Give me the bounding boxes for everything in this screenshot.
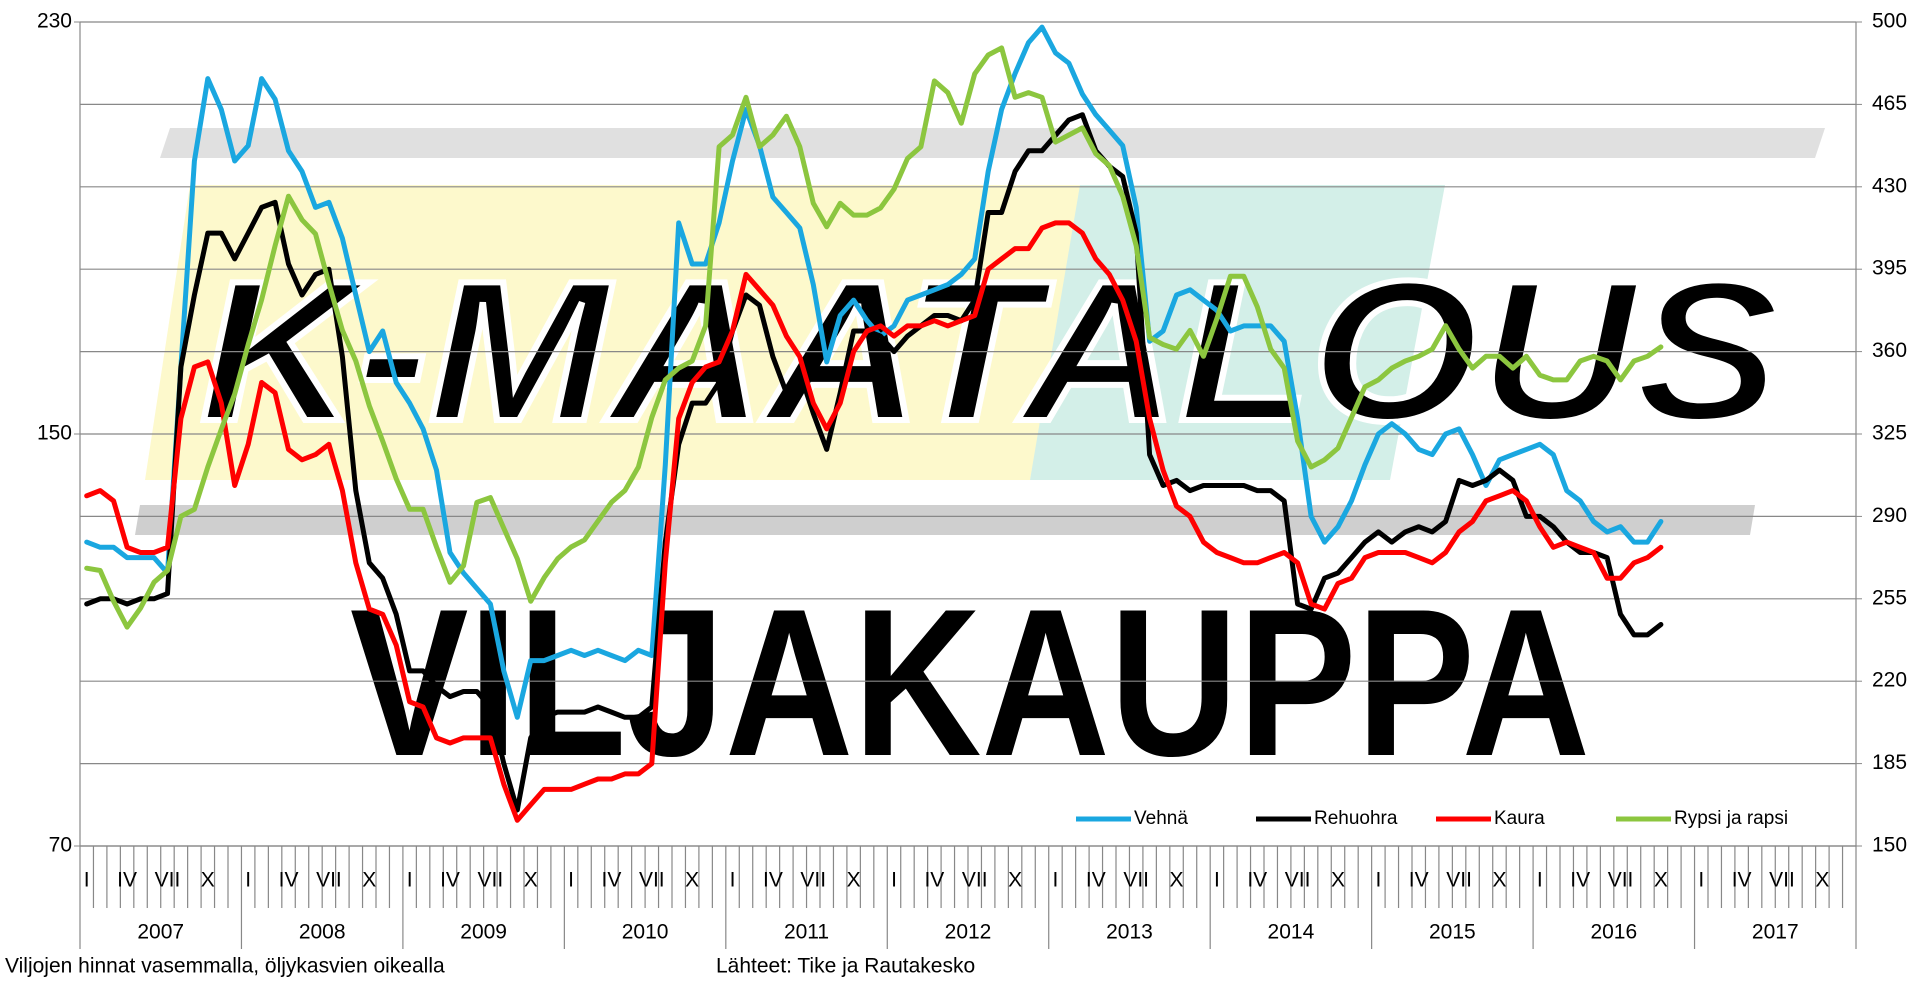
x-tick-label: I: [1214, 869, 1220, 892]
year-label: 2011: [784, 921, 829, 944]
series-line: [84, 112, 1664, 813]
x-tick-label: I: [1698, 869, 1704, 892]
x-tick-label: VII: [1123, 869, 1149, 892]
y-tick-label: 70: [49, 834, 72, 857]
watermark-band: [145, 185, 1085, 480]
x-tick-label: IV: [1247, 869, 1267, 892]
x-tick-label: I: [84, 869, 90, 892]
x-tick-label: IV: [1086, 869, 1106, 892]
x-tick-label: VII: [1608, 869, 1634, 892]
legend-label: Kaura: [1494, 808, 1545, 829]
x-tick-label: X: [1492, 869, 1506, 892]
year-label: 2016: [1590, 921, 1637, 944]
y-tick-label: 230: [37, 10, 72, 33]
legend-label: Rehuohra: [1314, 808, 1398, 829]
y-tick-label: 150: [37, 422, 72, 445]
watermark-subtitle: VILJAKAUPPA: [350, 565, 1590, 800]
x-tick-label: IV: [440, 869, 460, 892]
x-tick-label: VII: [1769, 869, 1795, 892]
x-tick-label: VII: [1446, 869, 1472, 892]
x-tick-label: IV: [602, 869, 622, 892]
x-tick-label: X: [1331, 869, 1345, 892]
y2-tick-label: 185: [1872, 751, 1907, 774]
x-tick-label: VII: [639, 869, 665, 892]
y2-tick-label: 290: [1872, 504, 1907, 527]
y2-tick-label: 465: [1872, 92, 1907, 115]
x-tick-label: X: [524, 869, 538, 892]
x-tick-label: VII: [316, 869, 342, 892]
x-tick-label: IV: [763, 869, 783, 892]
x-tick-label: X: [1654, 869, 1668, 892]
year-label: 2008: [299, 921, 346, 944]
x-tick-label: X: [1008, 869, 1022, 892]
series-line: [84, 220, 1664, 823]
y2-tick-label: 220: [1872, 669, 1907, 692]
year-label: 2013: [1106, 921, 1153, 944]
x-tick-label: IV: [117, 869, 137, 892]
y2-tick-label: 360: [1872, 339, 1907, 362]
x-tick-label: X: [201, 869, 215, 892]
watermark-bar: [135, 505, 1755, 535]
x-tick-label: I: [730, 869, 736, 892]
x-tick-label: I: [1053, 869, 1059, 892]
x-tick-label: X: [1815, 869, 1829, 892]
source: Lähteet: Tike ja Rautakesko: [716, 955, 975, 978]
y2-tick-label: 395: [1872, 257, 1907, 280]
x-tick-label: I: [891, 869, 897, 892]
x-tick-label: X: [685, 869, 699, 892]
legend-label: Vehnä: [1134, 808, 1188, 829]
x-tick-label: X: [1170, 869, 1184, 892]
x-tick-label: IV: [1732, 869, 1752, 892]
year-label: 2015: [1429, 921, 1476, 944]
x-tick-label: I: [407, 869, 413, 892]
x-tick-label: IV: [924, 869, 944, 892]
x-tick-label: VII: [155, 869, 181, 892]
year-label: 2012: [945, 921, 992, 944]
x-tick-label: IV: [1570, 869, 1590, 892]
watermark-band: [1030, 185, 1445, 480]
y2-tick-label: 325: [1872, 422, 1907, 445]
x-tick-label: I: [1375, 869, 1381, 892]
y2-tick-label: 255: [1872, 586, 1907, 609]
y2-tick-label: 150: [1872, 834, 1907, 857]
year-label: 2010: [622, 921, 669, 944]
x-tick-label: I: [1537, 869, 1543, 892]
x-tick-label: IV: [1409, 869, 1429, 892]
legend-label: Rypsi ja rapsi: [1674, 808, 1788, 829]
x-tick-label: VII: [478, 869, 504, 892]
x-tick-label: X: [847, 869, 861, 892]
year-label: 2017: [1752, 921, 1799, 944]
x-tick-label: VII: [962, 869, 988, 892]
year-label: 2014: [1268, 921, 1315, 944]
x-tick-label: IV: [279, 869, 299, 892]
x-tick-label: VII: [800, 869, 826, 892]
x-tick-label: I: [568, 869, 574, 892]
y2-tick-label: 500: [1872, 10, 1907, 33]
x-tick-label: I: [245, 869, 251, 892]
footnote: Viljojen hinnat vasemmalla, öljykasvien …: [5, 955, 445, 978]
x-tick-label: X: [362, 869, 376, 892]
y2-tick-label: 430: [1872, 174, 1907, 197]
x-tick-label: VII: [1285, 869, 1311, 892]
year-label: 2009: [460, 921, 507, 944]
series-line: [84, 45, 1664, 630]
year-label: 2007: [137, 921, 184, 944]
